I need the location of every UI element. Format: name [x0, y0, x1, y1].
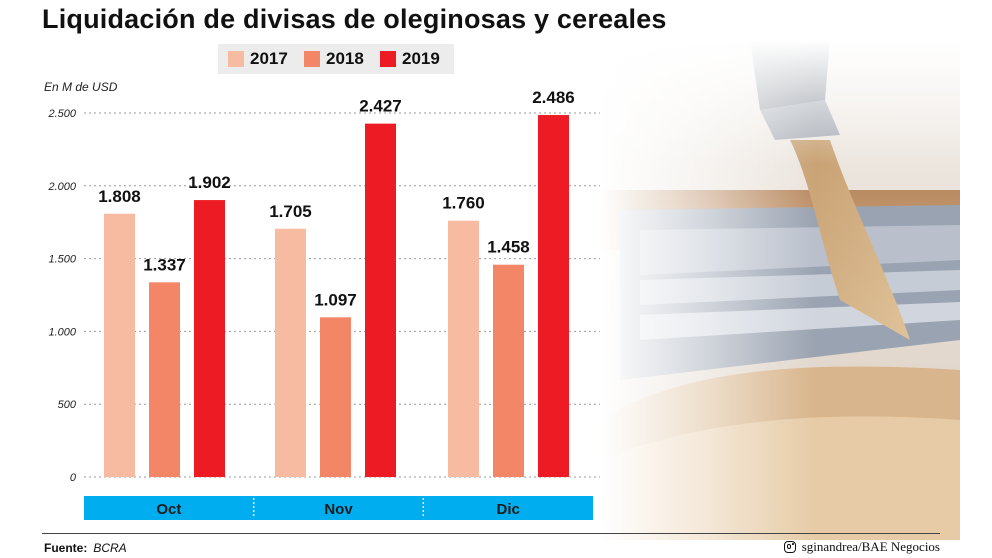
- bars: [104, 115, 569, 478]
- legend-label-2018: 2018: [326, 49, 364, 68]
- data-label-nov-2017: 1.705: [269, 202, 312, 221]
- legend-label-2019: 2019: [402, 49, 440, 68]
- data-label-dic-2018: 1.458: [487, 238, 530, 257]
- bar-oct-2018: [149, 282, 180, 477]
- chart-title: Liquidación de divisas de oleginosas y c…: [42, 4, 667, 34]
- credit-text: sginandrea/BAE Negocios: [801, 539, 940, 554]
- data-labels: 1.808 1.337 1.902 1.705 1.097 2.427 1.760 1.458…: [98, 88, 575, 309]
- grain-harvest-photo: [600, 40, 960, 540]
- data-label-oct-2019: 1.902: [188, 173, 231, 192]
- bar-dic-2019: [538, 115, 569, 478]
- bar-nov-2018: [320, 317, 351, 477]
- data-label-oct-2018: 1.337: [143, 255, 186, 274]
- footer-divider: [42, 533, 940, 534]
- category-label-nov: Nov: [324, 501, 353, 518]
- bar-nov-2017: [275, 228, 306, 477]
- legend-item-2017: 2017: [228, 49, 288, 68]
- legend-swatch-2018: [304, 51, 320, 67]
- source-value: BCRA: [93, 541, 127, 555]
- data-label-dic-2017: 1.760: [442, 194, 485, 213]
- category-band-bg: [84, 496, 593, 520]
- legend: 2017 2018 2019: [218, 44, 454, 74]
- bar-oct-2017: [104, 213, 135, 478]
- data-label-dic-2019: 2.486: [532, 88, 575, 107]
- bar-dic-2018: [493, 264, 524, 477]
- category-label-oct: Oct: [156, 501, 181, 518]
- credit: sginandrea/BAE Negocios: [783, 539, 940, 555]
- unit-label: En M de USD: [44, 80, 118, 94]
- legend-item-2019: 2019: [380, 49, 440, 68]
- y-tick-label-500: 500: [58, 399, 77, 411]
- legend-swatch-2019: [380, 51, 396, 67]
- source-note: Fuente: BCRA: [44, 541, 127, 555]
- data-label-oct-2017: 1.808: [98, 187, 141, 206]
- legend-label-2017: 2017: [250, 49, 288, 68]
- data-label-nov-2019: 2.427: [359, 97, 402, 116]
- y-tick-label-1000: 1.000: [48, 326, 76, 338]
- source-label: Fuente:: [44, 541, 88, 555]
- category-band: Oct Nov Dic: [84, 496, 593, 520]
- bar-dic-2017: [448, 220, 479, 477]
- bar-nov-2019: [365, 123, 396, 478]
- data-label-nov-2018: 1.097: [314, 290, 357, 309]
- legend-swatch-2017: [228, 51, 244, 67]
- y-tick-label-2500: 2.500: [47, 108, 76, 120]
- y-tick-label-1500: 1.500: [48, 254, 76, 266]
- y-tick-label-2000: 2.000: [47, 181, 76, 193]
- bar-oct-2019: [194, 200, 225, 478]
- legend-item-2018: 2018: [304, 49, 364, 68]
- category-label-dic: Dic: [496, 501, 519, 518]
- y-axis: 0 500 1.000 1.500 2.000 2.500: [47, 108, 76, 484]
- instagram-icon: [783, 541, 796, 553]
- y-tick-label-0: 0: [70, 472, 77, 484]
